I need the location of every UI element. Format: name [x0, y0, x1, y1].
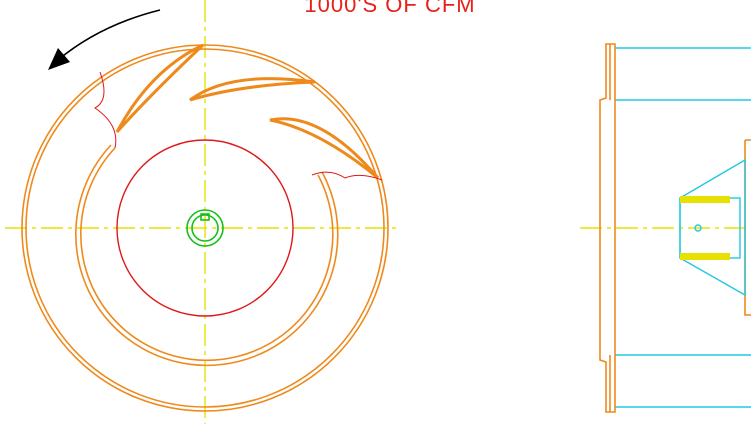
- break-line: [94, 71, 117, 149]
- front-view: [5, 0, 400, 424]
- inlet-circle: [116, 139, 294, 317]
- hub: [186, 209, 224, 247]
- shroud: [599, 43, 616, 413]
- side-view: [580, 43, 751, 413]
- arrow-head: [48, 48, 70, 70]
- bore: [191, 214, 219, 242]
- blade: [269, 117, 380, 180]
- title: 1000'S OF CFM: [304, 0, 475, 17]
- setscrew: [694, 224, 702, 232]
- rotation-arrow: [57, 9, 161, 61]
- blade: [115, 43, 205, 133]
- keyway: [200, 213, 210, 221]
- scroll-outer: [75, 144, 339, 367]
- hub-hatch: [680, 253, 730, 260]
- blade: [189, 77, 316, 102]
- break-line: [311, 171, 383, 181]
- scroll: [80, 147, 334, 362]
- hub-hatch: [680, 196, 730, 203]
- outer-ring-inner: [25, 48, 385, 408]
- outer-ring: [21, 44, 389, 412]
